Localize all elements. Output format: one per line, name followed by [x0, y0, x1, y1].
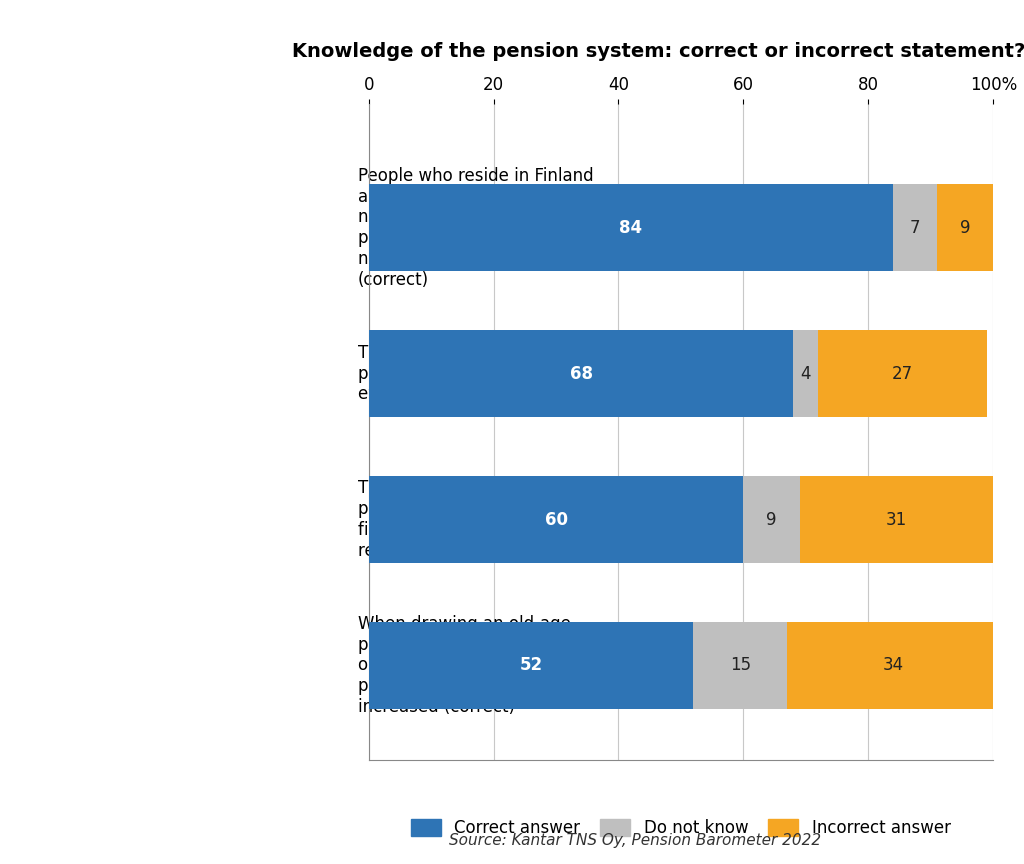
- Text: 34: 34: [883, 657, 904, 675]
- Text: 27: 27: [892, 365, 913, 383]
- Bar: [937, 184, 993, 271]
- Text: 9: 9: [959, 219, 971, 237]
- Text: 84: 84: [620, 219, 642, 237]
- Bar: [794, 330, 818, 417]
- Bar: [693, 622, 787, 709]
- Text: Source: Kantar TNS Oy, Pension Barometer 2022: Source: Kantar TNS Oy, Pension Barometer…: [449, 834, 821, 848]
- Legend: Correct answer, Do not know, Incorrect answer: Correct answer, Do not know, Incorrect a…: [412, 819, 950, 837]
- Bar: [893, 184, 937, 271]
- Text: 15: 15: [730, 657, 751, 675]
- Title: Knowledge of the pension system: correct or incorrect statement? (%): Knowledge of the pension system: correct…: [292, 41, 1024, 60]
- Text: 68: 68: [569, 365, 593, 383]
- Text: 31: 31: [886, 511, 907, 529]
- Bar: [369, 622, 693, 709]
- Text: 52: 52: [519, 657, 543, 675]
- Text: 60: 60: [545, 511, 567, 529]
- Bar: [743, 476, 800, 563]
- Bar: [369, 476, 743, 563]
- Bar: [818, 330, 987, 417]
- Text: 7: 7: [910, 219, 921, 237]
- Text: 4: 4: [801, 365, 811, 383]
- Bar: [369, 330, 794, 417]
- Bar: [800, 476, 993, 563]
- Text: 9: 9: [766, 511, 777, 529]
- Bar: [369, 184, 893, 271]
- Bar: [787, 622, 999, 709]
